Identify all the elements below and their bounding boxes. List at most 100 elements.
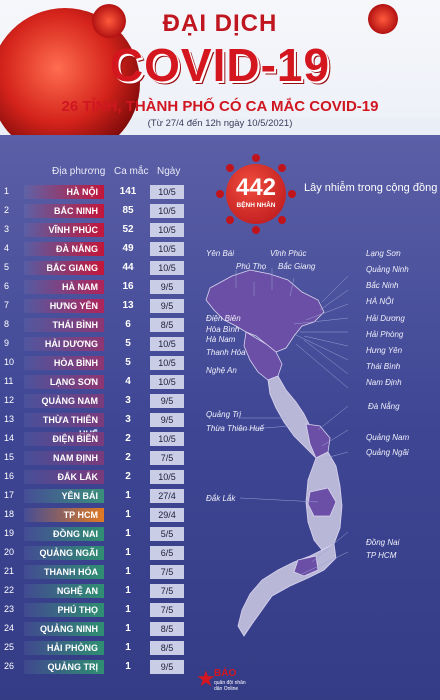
map-label-hai-duong: Hải Dương [366, 314, 405, 323]
row-location: TP HCM [24, 508, 104, 522]
table-row: 7 HƯNG YÊN 13 9/5 [0, 298, 190, 314]
row-date: 27/4 [150, 489, 184, 503]
total-cases-unit: BỆNH NHÂN [236, 202, 276, 209]
row-cases: 49 [122, 243, 134, 254]
row-date: 8/5 [150, 318, 184, 332]
map-label-thai-binh: Thái Bình [366, 362, 401, 371]
row-date: 8/5 [150, 641, 184, 655]
table-row: 16 ĐẮK LẮK 2 10/5 [0, 469, 190, 485]
row-number: 16 [4, 471, 15, 481]
row-number: 19 [4, 528, 15, 538]
row-location: THÁI BÌNH [24, 318, 104, 332]
badge-core [226, 164, 286, 224]
column-header-date: Ngày [157, 166, 181, 177]
table-row: 20 QUẢNG NGÃI 1 6/5 [0, 545, 190, 561]
map-label-bac-ninh: Bắc Ninh [366, 281, 399, 290]
map-label-da-nang: Đà Nẵng [368, 402, 400, 411]
row-cases: 13 [122, 300, 134, 311]
row-location: HÀ NAM [24, 280, 104, 294]
row-location: LẠNG SƠN [24, 375, 104, 389]
row-cases: 1 [125, 566, 131, 577]
newspaper-logo: ★ BÁO quân đội nhân dân Online [196, 666, 252, 694]
table-row: 24 QUẢNG NINH 1 8/5 [0, 621, 190, 637]
row-cases: 2 [125, 471, 131, 482]
logo-tagline: quân đội nhân dân Online [214, 680, 246, 692]
column-header-cases: Ca mắc [114, 166, 149, 177]
daklak [307, 487, 337, 517]
badge-spike [288, 190, 296, 198]
map-label-quang-tri: Quảng Trị [206, 410, 241, 419]
map-label-vinh-phuc: Vĩnh Phúc [270, 249, 307, 258]
row-location: QUẢNG NINH [24, 622, 104, 636]
row-number: 11 [4, 376, 14, 386]
row-number: 20 [4, 547, 15, 557]
badge-spike [216, 190, 224, 198]
southern-region [237, 543, 337, 637]
row-cases: 3 [125, 414, 131, 425]
row-location: ĐIỆN BIÊN [24, 432, 104, 446]
row-number: 9 [4, 338, 10, 348]
title-line-1: ĐẠI DỊCH [162, 10, 278, 37]
row-date: 10/5 [150, 242, 184, 256]
table-row: 6 HÀ NAM 16 9/5 [0, 279, 190, 295]
badge-spike [278, 164, 286, 172]
logo-name: BÁO [214, 668, 237, 679]
row-date: 7/5 [150, 565, 184, 579]
table-row: 18 TP HCM 1 29/4 [0, 507, 190, 523]
row-number: 6 [4, 281, 10, 291]
row-date: 7/5 [150, 584, 184, 598]
row-cases: 1 [125, 642, 131, 653]
row-number: 26 [4, 661, 15, 671]
row-date: 10/5 [150, 375, 184, 389]
row-cases: 5 [125, 357, 131, 368]
row-date: 10/5 [150, 470, 184, 484]
row-cases: 3 [125, 395, 131, 406]
row-location: BẮC GIANG [24, 261, 104, 275]
row-location: ĐỒNG NAI [24, 527, 104, 541]
dongnai-hcm [293, 555, 319, 577]
table-row: 12 QUẢNG NAM 3 9/5 [0, 393, 190, 409]
badge-spike [278, 216, 286, 224]
row-date: 10/5 [150, 432, 184, 446]
row-cases: 141 [119, 186, 137, 197]
row-location: PHÚ THỌ [24, 603, 104, 617]
row-date: 9/5 [150, 660, 184, 674]
badge-spike [252, 226, 260, 234]
row-number: 18 [4, 509, 15, 519]
row-number: 12 [4, 395, 15, 405]
row-cases: 44 [122, 262, 134, 273]
row-number: 4 [4, 243, 10, 253]
row-number: 23 [4, 604, 15, 614]
row-cases: 1 [125, 547, 131, 558]
row-date: 29/4 [150, 508, 184, 522]
row-date: 10/5 [150, 223, 184, 237]
map-label-dong-nai: Đồng Nai [366, 538, 400, 547]
row-cases: 4 [125, 376, 131, 387]
map-label-bac-giang: Bắc Giang [278, 262, 316, 271]
map-label-quang-ninh: Quảng Ninh [366, 265, 409, 274]
row-number: 25 [4, 642, 15, 652]
map-label-ha-nam: Hà Nam [206, 335, 236, 344]
row-date: 10/5 [150, 204, 184, 218]
row-cases: 1 [125, 528, 131, 539]
row-date: 9/5 [150, 280, 184, 294]
map-label-nam-dinh: Nam Định [366, 378, 402, 387]
table-row: 9 HẢI DƯƠNG 5 10/5 [0, 336, 190, 352]
map-label-dien-bien: Điện Biên [206, 314, 241, 323]
title-line-2: COVID-19 [109, 39, 331, 91]
row-number: 22 [4, 585, 15, 595]
row-cases: 1 [125, 604, 131, 615]
date-range: (Từ 27/4 đến 12h ngày 10/5/2021) [147, 118, 293, 129]
map-label-hung-yen: Hưng Yên [366, 346, 403, 355]
row-location: BẮC NINH [24, 204, 104, 218]
virus-small-illustration [92, 4, 126, 38]
row-cases: 2 [125, 452, 131, 463]
row-cases: 85 [122, 205, 134, 216]
row-cases: 1 [125, 509, 131, 520]
total-cases-badge: 442 BỆNH NHÂN [212, 150, 300, 238]
row-date: 6/5 [150, 546, 184, 560]
row-location: THỪA THIÊN HUẾ [24, 413, 104, 439]
row-date: 9/5 [150, 413, 184, 427]
table-row: 21 THANH HÓA 1 7/5 [0, 564, 190, 580]
row-location: THANH HÓA [24, 565, 104, 579]
